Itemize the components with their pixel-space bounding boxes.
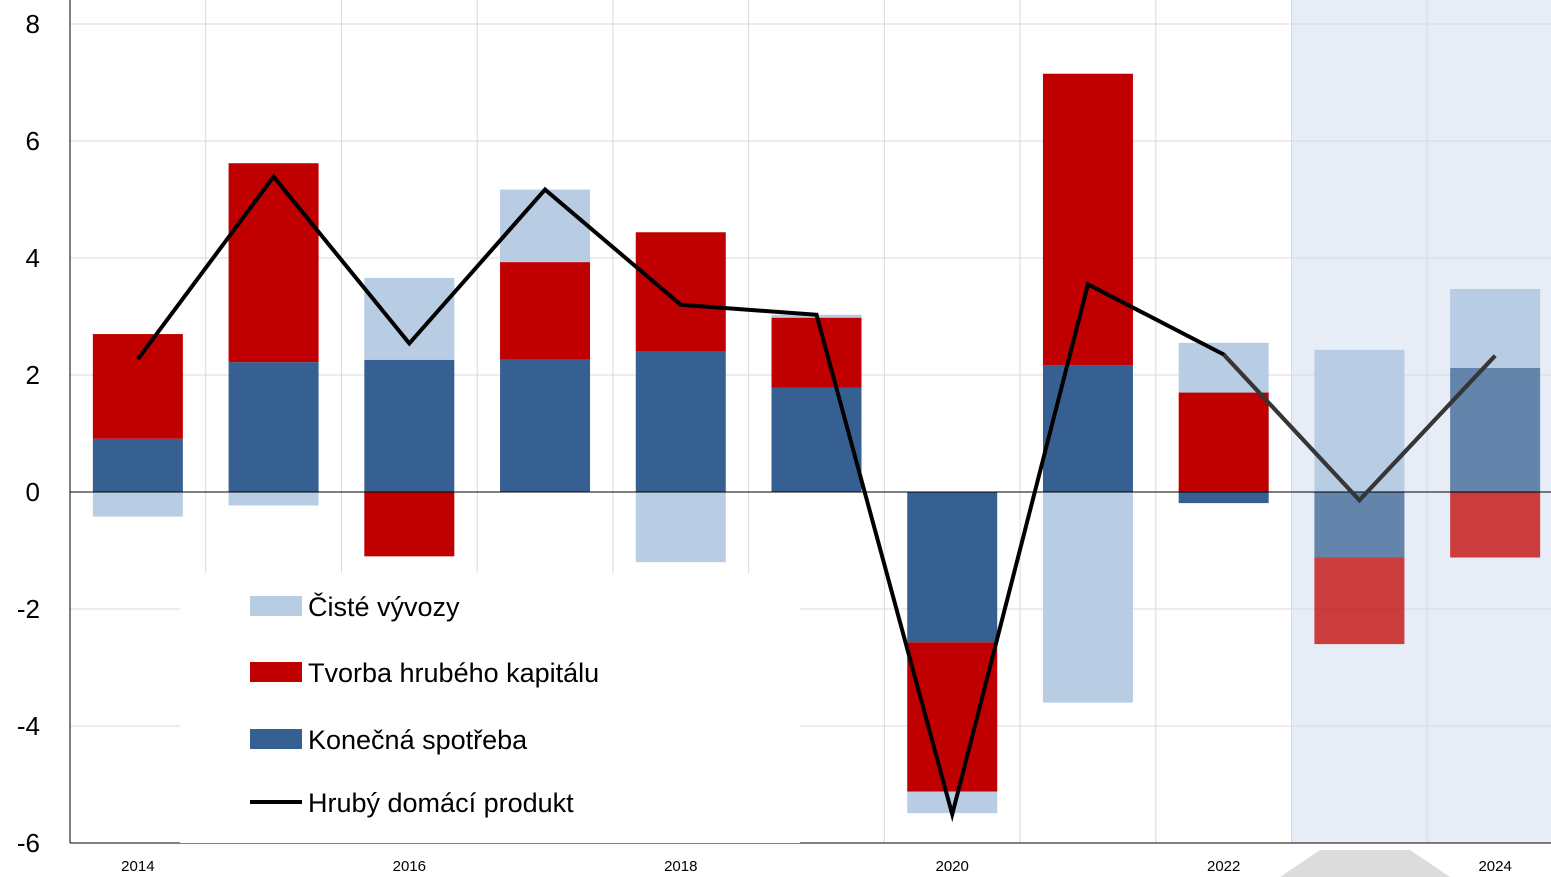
- bar-capital-formation: [635, 232, 726, 352]
- bar-capital-formation: [1042, 73, 1133, 366]
- bar-capital-formation: [500, 262, 591, 360]
- legend-label-capital-formation: Tvorba hrubého kapitálu: [308, 658, 599, 688]
- x-tick-label: 2024: [1478, 858, 1511, 875]
- legend-swatch-capital-formation: [250, 662, 302, 682]
- bar-capital-formation: [228, 163, 319, 363]
- bar-net-exports: [364, 277, 455, 360]
- y-tick-label: 0: [26, 477, 40, 507]
- bar-final-consumption: [771, 387, 862, 492]
- legend: Čisté vývozy Tvorba hrubého kapitálu Kon…: [180, 573, 800, 843]
- bar-net-exports: [1178, 342, 1269, 393]
- bar-capital-formation: [907, 642, 998, 792]
- y-tick-label: 6: [26, 126, 40, 156]
- bar-final-consumption: [1042, 365, 1133, 492]
- legend-background: [180, 573, 800, 843]
- x-tick-label: 2020: [936, 858, 969, 875]
- bar-capital-formation: [1450, 492, 1541, 558]
- bar-net-exports: [1042, 492, 1133, 703]
- bar-net-exports: [635, 492, 726, 563]
- y-tick-label: -2: [17, 594, 40, 624]
- legend-swatch-final-consumption: [250, 729, 302, 749]
- legend-label-net-exports: Čisté vývozy: [308, 591, 460, 622]
- bar-capital-formation: [1314, 557, 1405, 645]
- bar-net-exports: [92, 492, 183, 517]
- bar-net-exports: [1450, 289, 1541, 368]
- bar-net-exports: [228, 492, 319, 506]
- bar-final-consumption: [228, 362, 319, 492]
- bar-net-exports: [907, 791, 998, 814]
- bar-final-consumption: [500, 359, 591, 492]
- bar-final-consumption: [907, 492, 998, 643]
- y-tick-label: 8: [26, 9, 40, 39]
- bar-final-consumption: [1178, 492, 1269, 504]
- y-tick-label: 2: [26, 360, 40, 390]
- corner-decoration-bottom: [1280, 850, 1450, 877]
- bar-final-consumption: [635, 351, 726, 492]
- bar-net-exports: [1314, 349, 1405, 492]
- bar-capital-formation: [92, 334, 183, 439]
- legend-label-gdp: Hrubý domácí produkt: [308, 788, 574, 818]
- y-tick-label: -6: [17, 828, 40, 858]
- bar-capital-formation: [1178, 392, 1269, 492]
- bar-final-consumption: [364, 359, 455, 492]
- legend-swatch-net-exports: [250, 596, 302, 616]
- x-tick-label: 2014: [121, 858, 154, 875]
- legend-label-final-consumption: Konečná spotřeba: [308, 725, 528, 755]
- gdp-line-forecast: [1222, 353, 1497, 504]
- bar-capital-formation: [771, 317, 862, 388]
- y-tick-label: 4: [26, 243, 40, 273]
- y-tick-label: -4: [17, 711, 40, 741]
- bar-capital-formation: [364, 492, 455, 557]
- bar-final-consumption: [92, 438, 183, 492]
- x-tick-label: 2018: [664, 858, 697, 875]
- x-tick-label: 2022: [1207, 858, 1240, 875]
- x-tick-label: 2016: [393, 858, 426, 875]
